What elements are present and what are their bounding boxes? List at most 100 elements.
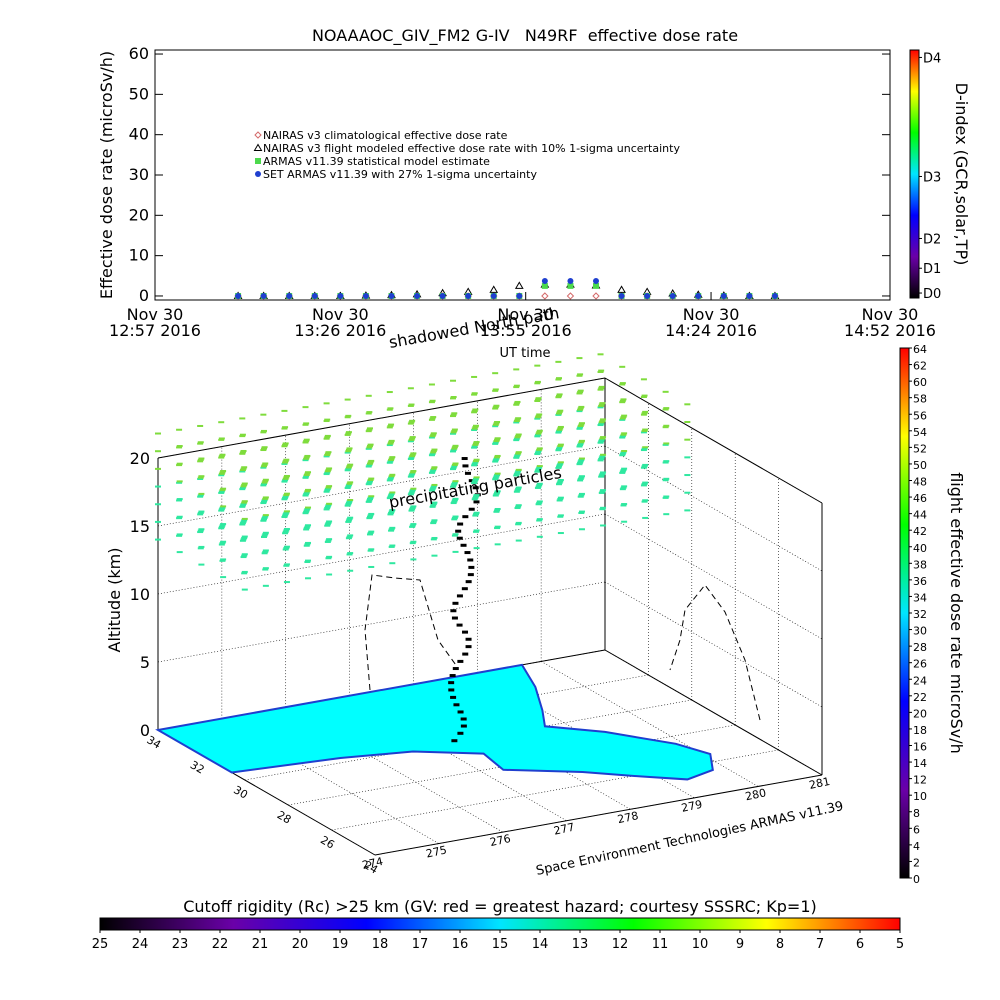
flight-point: [473, 500, 480, 504]
marker: [644, 292, 651, 299]
marker: [567, 282, 574, 289]
colorbar-tick-label: 10: [692, 937, 709, 952]
flight-point: [457, 659, 464, 663]
grid-line: [157, 377, 606, 459]
marker: [695, 292, 702, 299]
colorbar-tick-label: 36: [913, 575, 927, 588]
y-tick-label: 20: [129, 205, 149, 224]
flight-point: [462, 652, 469, 656]
grid-line: [604, 581, 823, 708]
colorbar-tick-label: 60: [913, 376, 927, 389]
z-tick-label: 15: [130, 517, 150, 536]
x-tick-label: Nov 30: [683, 305, 740, 324]
colorbar-tick-label: 0: [913, 873, 920, 886]
flight-point: [464, 551, 471, 555]
colorbar-tick-label: D1: [923, 262, 941, 277]
flight-point: [460, 543, 467, 547]
colorbar-tick-label: 14: [913, 757, 927, 770]
y-tick-label: 30: [231, 783, 250, 801]
marker: [541, 292, 549, 300]
y-tick-label: 32: [188, 758, 207, 776]
colorbar-tick-label: 7: [816, 937, 824, 952]
grid-line: [604, 445, 823, 572]
marker: [388, 292, 395, 299]
colorbar-tick-label: 28: [913, 641, 927, 654]
colorbar-tick-label: 2: [913, 856, 920, 869]
legend-label: ARMAS v11.39 statistical model estimate: [263, 155, 490, 168]
x-axis-label: UT time: [500, 346, 551, 361]
colorbar-tick-label: 12: [913, 774, 927, 787]
marker: [260, 292, 267, 299]
y-tick-label: 30: [129, 165, 149, 184]
legend-marker: [255, 171, 261, 177]
colorbar-tick-label: 46: [913, 492, 927, 505]
flight-point: [455, 529, 462, 533]
colorbar-tick-label: 42: [913, 525, 927, 538]
x-tick-label: 13:26 2016: [294, 321, 386, 340]
x-tick-label: 14:24 2016: [665, 321, 757, 340]
marker: [720, 292, 727, 299]
marker: [593, 282, 599, 289]
flight-point: [465, 637, 472, 641]
axis-line: [604, 649, 823, 776]
x-tick-label: Nov 30: [127, 305, 184, 324]
colorbar-tick-label: 9: [736, 937, 744, 952]
grid-line: [288, 724, 736, 806]
colorbar-tick-label: 8: [913, 807, 920, 820]
z-tick-label: 20: [130, 449, 150, 468]
legend-label: NAIRAS v3 climatological effective dose …: [263, 129, 508, 142]
x-tick-label: Nov 30: [497, 305, 554, 324]
colorbar-tick-label: 54: [913, 426, 927, 439]
colorbar-tick-label: 21: [252, 937, 269, 952]
colorbar-tick-label: 30: [913, 625, 927, 638]
marker: [746, 292, 753, 299]
marker: [337, 292, 344, 299]
colorbar-tick-label: 11: [652, 937, 669, 952]
colorbar-tick-label: 17: [412, 937, 429, 952]
marker: [465, 292, 472, 299]
z-tick-label: 0: [140, 721, 150, 740]
marker: [567, 278, 574, 285]
chart-title: NOAAAOC_GIV_FM2 G-IV N49RF effective dos…: [312, 26, 738, 46]
cutoff-curve: [364, 574, 459, 691]
x-tick-label: 279: [680, 798, 703, 815]
x-tick-label: 281: [808, 775, 831, 792]
colorbar-tick-label: 5: [896, 937, 904, 952]
colorbar-tick-label: 62: [913, 360, 927, 373]
x-tick-label: 278: [616, 809, 639, 826]
y-tick-label: 10: [129, 246, 149, 265]
z-tick-label: 5: [140, 653, 150, 672]
flight-point: [448, 681, 455, 685]
flight-point: [467, 558, 474, 562]
y-tick-label: 50: [129, 84, 149, 103]
flight-point: [464, 471, 471, 475]
y-tick-label: 0: [139, 286, 149, 305]
flight-point: [468, 507, 475, 511]
colorbar-tick-label: 14: [532, 937, 549, 952]
x-tick-label: 276: [489, 832, 512, 849]
marker: [286, 292, 293, 299]
marker: [514, 281, 524, 289]
marker: [669, 292, 676, 299]
colorbar-tick-label: 25: [92, 937, 109, 952]
colorbar-tick-label: D3: [923, 170, 941, 185]
colorbar-tick-label: 18: [372, 937, 389, 952]
flight-point: [451, 616, 458, 620]
marker: [490, 292, 497, 299]
colorbar-tick-label: 24: [913, 674, 927, 687]
flight-point: [468, 565, 475, 569]
colorbar-tick-label: 12: [612, 937, 629, 952]
marker: [541, 282, 548, 289]
flight-point: [457, 731, 464, 735]
marker: [489, 285, 499, 293]
flight-point: [450, 609, 457, 613]
marker: [618, 292, 625, 299]
colorbar-tick-label: 6: [856, 937, 864, 952]
colorbar-tick-label: 20: [913, 707, 927, 720]
colorbar-tick-label: 8: [776, 937, 784, 952]
flight-point: [462, 630, 469, 634]
colorbar-tick-label: 56: [913, 409, 927, 422]
colorbar-tick-label: 6: [913, 823, 920, 836]
colorbar-label: D-index (GCR,solar,TP): [952, 83, 971, 266]
